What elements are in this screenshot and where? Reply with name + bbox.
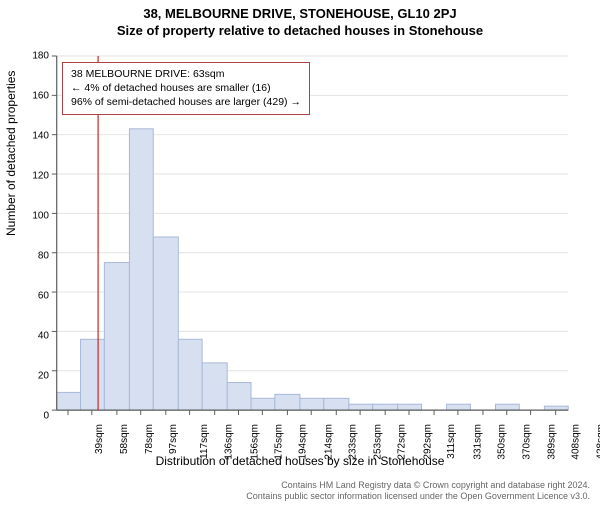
x-tick-label: 97sqm: [168, 424, 179, 454]
info-line-3: 96% of semi-detached houses are larger (…: [71, 95, 301, 109]
y-tick-label: 180: [21, 51, 49, 62]
x-tick-label: 39sqm: [94, 424, 105, 454]
subtitle: Size of property relative to detached ho…: [0, 23, 600, 38]
x-tick-label: 78sqm: [144, 424, 155, 454]
y-tick-label: 80: [21, 251, 49, 262]
y-tick-label: 100: [21, 211, 49, 222]
info-line-2: ← 4% of detached houses are smaller (16): [71, 81, 301, 95]
y-tick-label: 60: [21, 291, 49, 302]
info-line-1: 38 MELBOURNE DRIVE: 63sqm: [71, 67, 301, 81]
info-box: 38 MELBOURNE DRIVE: 63sqm ← 4% of detach…: [62, 62, 310, 115]
y-tick-label: 40: [21, 331, 49, 342]
y-tick-label: 140: [21, 131, 49, 142]
y-tick-label: 120: [21, 171, 49, 182]
y-tick-label: 160: [21, 91, 49, 102]
y-tick-label: 0: [21, 411, 49, 422]
x-tick-label: 58sqm: [119, 424, 130, 454]
x-axis-label: Distribution of detached houses by size …: [0, 454, 600, 468]
footnote-line-1: Contains HM Land Registry data © Crown c…: [281, 480, 590, 490]
address-title: 38, MELBOURNE DRIVE, STONEHOUSE, GL10 2P…: [0, 6, 600, 21]
footnote: Contains HM Land Registry data © Crown c…: [246, 480, 590, 503]
footnote-line-2: Contains public sector information licen…: [246, 491, 590, 501]
y-tick-label: 20: [21, 371, 49, 382]
y-axis-label: Number of detached properties: [4, 71, 18, 236]
